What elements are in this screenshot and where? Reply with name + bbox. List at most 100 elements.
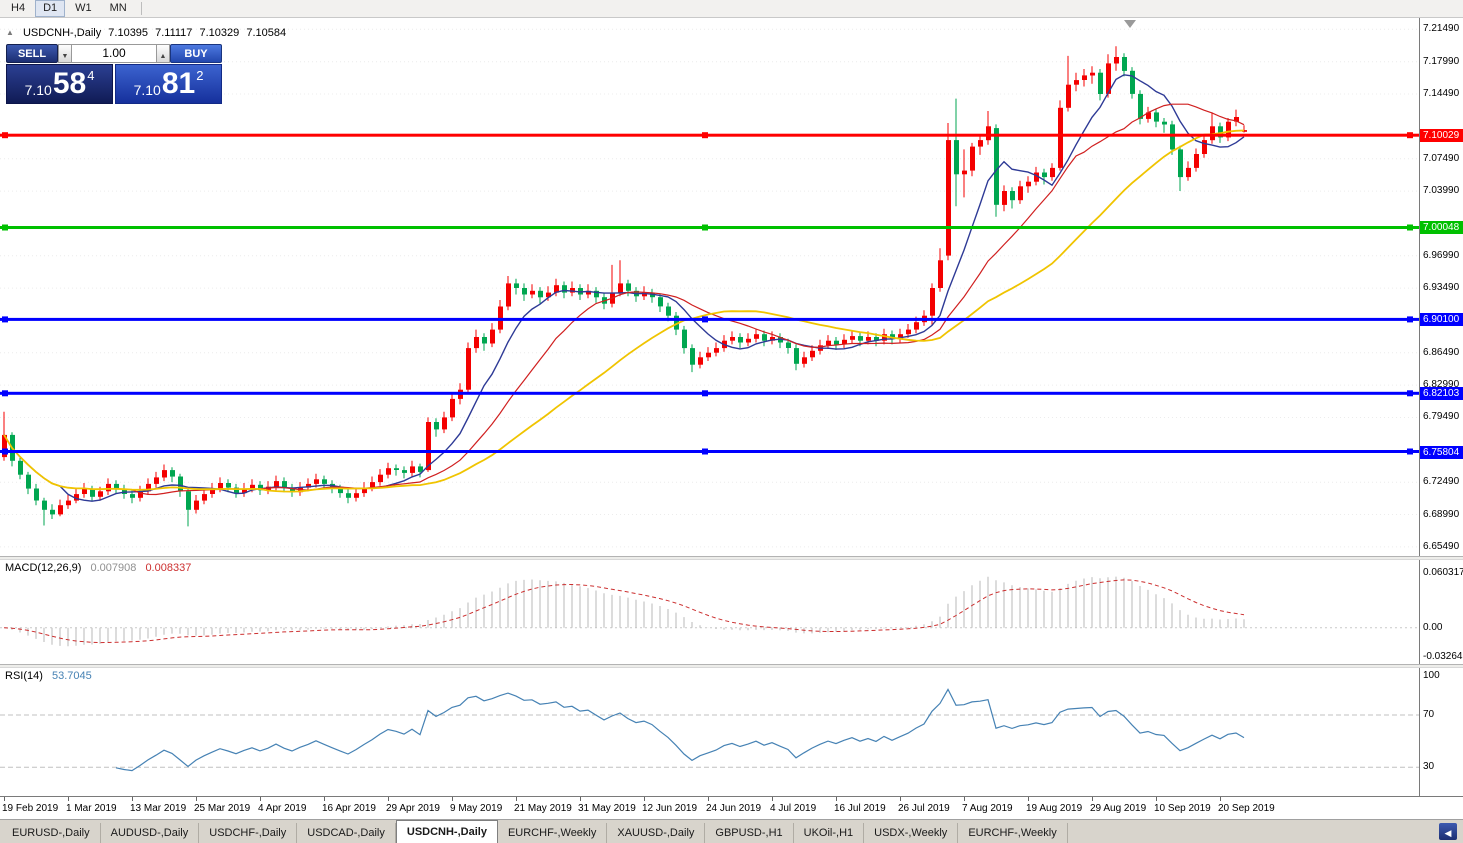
buy-price-frac: 2 — [196, 68, 204, 83]
price-axis-label: 6.96990 — [1423, 250, 1460, 261]
date-label: 19 Aug 2019 — [1026, 803, 1083, 814]
sell-button[interactable]: SELL — [6, 44, 58, 63]
macd-pane[interactable]: MACD(12,26,9) 0.007908 0.008337 — [0, 560, 1419, 664]
buy-button[interactable]: BUY — [170, 44, 222, 63]
date-tick — [772, 797, 773, 801]
date-tick — [836, 797, 837, 801]
main-chart-pane[interactable]: USDCNH-,Daily 7.10395 7.11117 7.10329 7.… — [0, 20, 1419, 556]
macd-layer — [0, 576, 1419, 647]
macd-axis-label: 0.060317 — [1423, 567, 1463, 578]
chart-tab-usdchfdaily[interactable]: USDCHF-,Daily — [199, 823, 298, 843]
date-tick — [1028, 797, 1029, 801]
date-label: 16 Jul 2019 — [834, 803, 886, 814]
timeframe-button-d1[interactable]: D1 — [35, 0, 66, 17]
chart-tab-eurchfweekly[interactable]: EURCHF-,Weekly — [498, 823, 608, 843]
date-label: 1 Mar 2019 — [66, 803, 117, 814]
date-label: 4 Apr 2019 — [258, 803, 307, 814]
date-label: 29 Apr 2019 — [386, 803, 440, 814]
date-label: 26 Jul 2019 — [898, 803, 950, 814]
chart-marker-icon — [6, 27, 16, 39]
date-tick — [324, 797, 325, 801]
date-tick — [68, 797, 69, 801]
hline-price-tag: 6.75804 — [1420, 446, 1463, 459]
date-tick — [580, 797, 581, 801]
tab-scroll-left-button[interactable] — [1439, 823, 1457, 840]
price-axis[interactable]: 7.21490 7.17990 7.14490 7.07490 7.03990 6.969… — [1419, 18, 1463, 796]
price-axis-label: 6.79490 — [1423, 411, 1460, 422]
sell-price-display[interactable]: 7.10 58 4 — [6, 64, 113, 104]
date-label: 9 May 2019 — [450, 803, 503, 814]
timeframe-toolbar: H4 D1 W1 MN — [0, 0, 1463, 18]
one-click-trading-panel: SELL 1.00 BUY 7.10 58 4 7.10 81 2 — [6, 44, 222, 104]
buy-price-display[interactable]: 7.10 81 2 — [115, 64, 222, 104]
hline-price-tag: 7.10029 — [1420, 129, 1463, 142]
price-axis-label: 7.07490 — [1423, 153, 1460, 164]
timeframe-button-w1[interactable]: W1 — [75, 2, 92, 14]
date-tick — [644, 797, 645, 801]
date-tick — [964, 797, 965, 801]
pane-splitter-rsi[interactable] — [0, 664, 1463, 668]
rsi-pane[interactable]: RSI(14) 53.7045 — [0, 668, 1419, 796]
price-axis-label: 6.93490 — [1423, 282, 1460, 293]
price-axis-label: 7.17990 — [1423, 56, 1460, 67]
date-axis[interactable]: 19 Feb 2019 1 Mar 2019 13 Mar 2019 25 Mar 2… — [0, 796, 1463, 819]
toolbar-separator — [140, 2, 142, 15]
date-tick — [260, 797, 261, 801]
pane-splitter-macd[interactable] — [0, 556, 1463, 560]
hline-price-tag: 7.00048 — [1420, 221, 1463, 234]
buy-price-base: 7.10 — [133, 82, 161, 98]
timeframe-button-h4[interactable]: H4 — [11, 2, 26, 14]
date-label: 16 Apr 2019 — [322, 803, 376, 814]
volume-input[interactable]: 1.00 — [72, 44, 156, 63]
date-label: 29 Aug 2019 — [1090, 803, 1147, 814]
rsi-axis-label: 100 — [1423, 670, 1440, 681]
date-label: 10 Sep 2019 — [1154, 803, 1211, 814]
chart-tab-usdcnhdaily[interactable]: USDCNH-,Daily — [395, 820, 498, 843]
date-label: 21 May 2019 — [514, 803, 572, 814]
rsi-axis-label: 70 — [1423, 709, 1435, 720]
candlestick-layer — [0, 28, 1419, 548]
date-tick — [708, 797, 709, 801]
quote-symbol: USDCNH-,Daily — [22, 27, 102, 39]
date-tick — [516, 797, 517, 801]
price-axis-label: 7.03990 — [1423, 185, 1460, 196]
chart-window: USDCNH-,Daily 7.10395 7.11117 7.10329 7.… — [0, 18, 1463, 819]
rsi-title: RSI(14) — [5, 670, 43, 682]
sell-price-base: 7.10 — [24, 82, 52, 98]
date-label: 12 Jun 2019 — [642, 803, 698, 814]
timeframe-button-mn[interactable]: MN — [109, 2, 127, 14]
chart-tabs: EURUSD-,Daily AUDUSD-,Daily USDCHF-,Daily U… — [0, 820, 1068, 843]
timeframe-buttons: H4 D1 W1 MN — [2, 0, 136, 17]
chart-tab-eurchfweekly[interactable]: EURCHF-,Weekly — [958, 823, 1068, 843]
chart-tab-audusddaily[interactable]: AUDUSD-,Daily — [101, 823, 200, 843]
sell-price-frac: 4 — [87, 68, 95, 83]
price-axis-label: 6.82990 — [1423, 379, 1460, 390]
date-label: 13 Mar 2019 — [130, 803, 187, 814]
chart-tab-ukoilh1[interactable]: UKOil-,H1 — [794, 823, 865, 843]
date-label: 24 Jun 2019 — [706, 803, 762, 814]
macd-value-main: 0.007908 — [90, 562, 137, 574]
quote-header: USDCNH-,Daily 7.10395 7.11117 7.10329 7.… — [6, 27, 290, 39]
date-tick — [388, 797, 389, 801]
rsi-value: 53.7045 — [51, 670, 92, 682]
price-axis-label: 6.65490 — [1423, 541, 1460, 552]
price-axis-label: 6.86490 — [1423, 347, 1460, 358]
chart-shift-marker[interactable] — [1124, 20, 1136, 28]
date-label: 31 May 2019 — [578, 803, 636, 814]
hline-price-tag: 6.82103 — [1420, 387, 1463, 400]
chart-tab-eurusddaily[interactable]: EURUSD-,Daily — [2, 823, 101, 843]
volume-increase-button[interactable] — [156, 44, 170, 63]
chart-tab-xauusddaily[interactable]: XAUUSD-,Daily — [607, 823, 706, 843]
date-tick — [4, 797, 5, 801]
chart-tab-usdxweekly[interactable]: USDX-,Weekly — [864, 823, 959, 843]
date-tick — [900, 797, 901, 801]
macd-title: MACD(12,26,9) — [5, 562, 82, 574]
date-label: 7 Aug 2019 — [962, 803, 1013, 814]
chart-tab-gbpusdh1[interactable]: GBPUSD-,H1 — [705, 823, 794, 843]
rsi-header: RSI(14) 53.7045 — [5, 670, 98, 682]
hline-price-tag: 6.90100 — [1420, 313, 1463, 326]
price-axis-label: 7.14490 — [1423, 88, 1460, 99]
date-tick — [132, 797, 133, 801]
chart-tab-usdcaddaily[interactable]: USDCAD-,Daily — [297, 823, 396, 843]
volume-decrease-button[interactable] — [58, 44, 72, 63]
